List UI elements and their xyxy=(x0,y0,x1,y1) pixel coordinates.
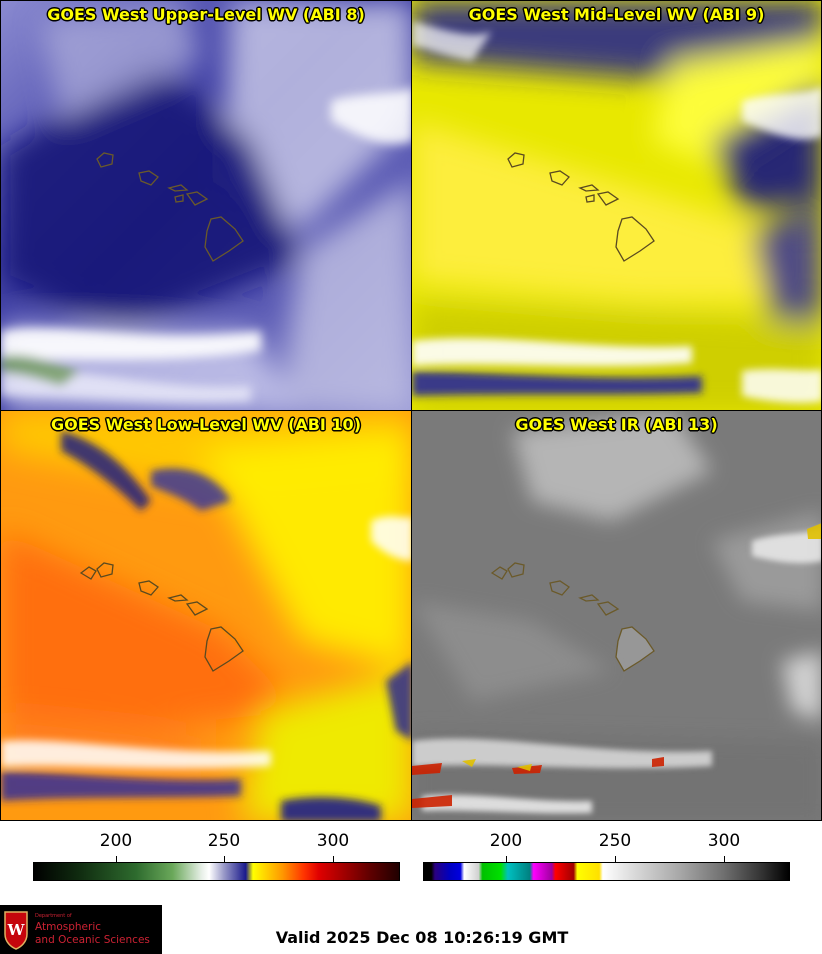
colorbar-right-tickmark xyxy=(615,856,616,862)
colorbar-left-tick-300: 300 xyxy=(316,831,350,851)
panel-title-ir: GOES West IR (ABI 13) xyxy=(515,415,718,434)
ir-image xyxy=(412,411,821,820)
colorbar-right-tick-250: 250 xyxy=(598,831,632,851)
colorbar-right-tickmark xyxy=(506,856,507,862)
logo-line-1: Department of xyxy=(35,913,72,919)
logo-line-2: Atmospheric xyxy=(35,921,102,933)
colorbar-right-gradient xyxy=(423,862,790,881)
colorbar-left-tickmark xyxy=(116,856,117,862)
colorbar-right-tickmark xyxy=(724,856,725,862)
colorbar-right-tick-200: 200 xyxy=(489,831,523,851)
colorbar-right-tick-300: 300 xyxy=(707,831,741,851)
low-level-wv-image xyxy=(1,411,411,820)
logo-line-3: and Oceanic Sciences xyxy=(35,934,150,946)
mid-level-wv-image xyxy=(412,1,821,410)
colorbar-left-tick-200: 200 xyxy=(99,831,133,851)
panel-title-upper: GOES West Upper-Level WV (ABI 8) xyxy=(47,5,365,24)
colorbar-left-tickmark xyxy=(333,856,334,862)
colorbar-left-gradient xyxy=(33,862,400,881)
colorbar-left-tickmark xyxy=(224,856,225,862)
valid-timestamp: Valid 2025 Dec 08 10:26:19 GMT xyxy=(275,928,569,947)
panel-title-low: GOES West Low-Level WV (ABI 10) xyxy=(50,415,361,434)
uw-crest-icon: W xyxy=(4,911,28,950)
panel-title-mid: GOES West Mid-Level WV (ABI 9) xyxy=(468,5,765,24)
svg-text:W: W xyxy=(7,921,26,939)
upper-level-wv-image xyxy=(1,1,411,410)
panel-low-level-wv: GOES West Low-Level WV (ABI 10) xyxy=(0,410,412,821)
panel-upper-level-wv: GOES West Upper-Level WV (ABI 8) xyxy=(0,0,412,411)
aos-logo: W Department of Atmospheric and Oceanic … xyxy=(0,905,162,954)
panel-ir: GOES West IR (ABI 13) xyxy=(411,410,822,821)
colorbar-left-tick-250: 250 xyxy=(207,831,241,851)
panel-mid-level-wv: GOES West Mid-Level WV (ABI 9) xyxy=(411,0,822,411)
